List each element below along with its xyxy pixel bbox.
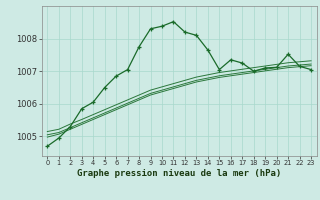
X-axis label: Graphe pression niveau de la mer (hPa): Graphe pression niveau de la mer (hPa) bbox=[77, 169, 281, 178]
